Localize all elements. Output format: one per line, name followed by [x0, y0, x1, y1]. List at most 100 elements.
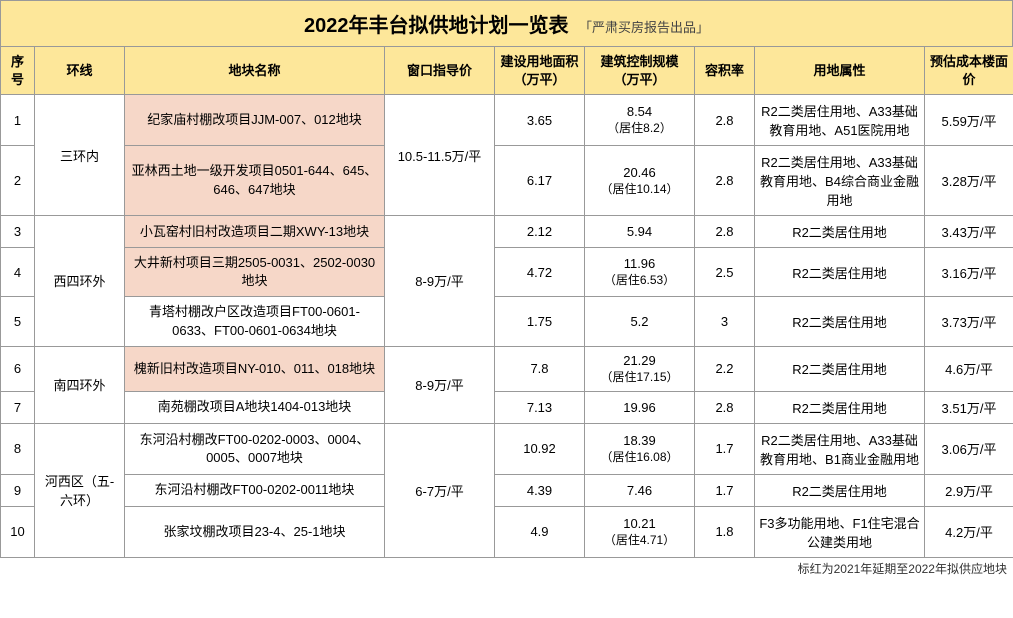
- table-row: 6南四环外槐新旧村改造项目NY-010、011、018地块8-9万/平7.821…: [1, 346, 1013, 391]
- cell-land-area: 7.13: [495, 391, 585, 423]
- cell-plot-name: 纪家庙村棚改项目JJM-007、012地块: [125, 95, 385, 146]
- cell-cost: 3.51万/平: [925, 391, 1013, 423]
- cell-plot-name: 槐新旧村改造项目NY-010、011、018地块: [125, 346, 385, 391]
- cell-far: 2.5: [695, 248, 755, 297]
- cell-building-scale: 18.39（居住16.08）: [585, 423, 695, 474]
- cell-ring: 南四环外: [35, 346, 125, 423]
- cell-guide-price: 8-9万/平: [385, 216, 495, 347]
- col-cost: 预估成本楼面价: [925, 47, 1013, 95]
- cell-land-area: 4.72: [495, 248, 585, 297]
- cell-land-area: 6.17: [495, 146, 585, 216]
- cell-idx: 2: [1, 146, 35, 216]
- table-body: 1三环内纪家庙村棚改项目JJM-007、012地块10.5-11.5万/平3.6…: [1, 95, 1013, 558]
- cell-building-scale: 20.46（居住10.14）: [585, 146, 695, 216]
- cell-idx: 7: [1, 391, 35, 423]
- cell-idx: 4: [1, 248, 35, 297]
- cell-cost: 5.59万/平: [925, 95, 1013, 146]
- cell-idx: 10: [1, 506, 35, 557]
- cell-idx: 5: [1, 297, 35, 346]
- cell-far: 2.8: [695, 95, 755, 146]
- cell-idx: 9: [1, 474, 35, 506]
- table-row: 3西四环外小瓦窑村旧村改造项目二期XWY-13地块8-9万/平2.125.942…: [1, 216, 1013, 248]
- cell-plot-name: 张家坟棚改项目23-4、25-1地块: [125, 506, 385, 557]
- cell-building-scale: 10.21（居住4.71）: [585, 506, 695, 557]
- cell-building-scale: 21.29（居住17.15）: [585, 346, 695, 391]
- cell-far: 1.8: [695, 506, 755, 557]
- cell-land-area: 1.75: [495, 297, 585, 346]
- table-title-bar: 2022年丰台拟供地计划一览表 「严肃买房报告出品」: [0, 0, 1013, 46]
- table-row: 7 南苑棚改项目A地块1404-013地块 7.1319.962.8R2二类居住用地…: [1, 391, 1013, 423]
- cell-plot-name: 小瓦窑村旧村改造项目二期XWY-13地块: [125, 216, 385, 248]
- cell-building-scale: 11.96（居住6.53）: [585, 248, 695, 297]
- cell-guide-price: 10.5-11.5万/平: [385, 95, 495, 216]
- cell-idx: 1: [1, 95, 35, 146]
- col-guide: 窗口指导价: [385, 47, 495, 95]
- cell-far: 2.8: [695, 216, 755, 248]
- col-land: 建设用地面积（万平）: [495, 47, 585, 95]
- cell-far: 2.2: [695, 346, 755, 391]
- cell-plot-name: 东河沿村棚改FT00-0202-0003、0004、0005、0007地块: [125, 423, 385, 474]
- cell-plot-name: 大井新村项目三期2505-0031、2502-0030地块: [125, 248, 385, 297]
- cell-land-area: 4.9: [495, 506, 585, 557]
- land-supply-table: 序号 环线 地块名称 窗口指导价 建设用地面积（万平） 建筑控制规模（万平） 容…: [0, 46, 1013, 558]
- cell-land-attr: R2二类居住用地: [755, 297, 925, 346]
- cell-land-attr: R2二类居住用地: [755, 391, 925, 423]
- table-footnote: 标红为2021年延期至2022年拟供应地块: [0, 558, 1013, 577]
- table-row: 9 东河沿村棚改FT00-0202-0011地块 4.397.461.7R2二类居住…: [1, 474, 1013, 506]
- table-row: 4 大井新村项目三期2505-0031、2502-0030地块 4.7211.96（…: [1, 248, 1013, 297]
- table-row: 5青塔村棚改户区改造项目FT00-0601-0633、FT00-0601-063…: [1, 297, 1013, 346]
- cell-building-scale: 7.46: [585, 474, 695, 506]
- cell-idx: 3: [1, 216, 35, 248]
- cell-land-attr: R2二类居住用地: [755, 248, 925, 297]
- table-row: 8河西区（五-六环）东河沿村棚改FT00-0202-0003、0004、0005…: [1, 423, 1013, 474]
- col-attr: 用地属性: [755, 47, 925, 95]
- cell-idx: 6: [1, 346, 35, 391]
- cell-land-area: 7.8: [495, 346, 585, 391]
- cell-building-scale: 8.54（居住8.2）: [585, 95, 695, 146]
- cell-cost: 2.9万/平: [925, 474, 1013, 506]
- cell-cost: 4.2万/平: [925, 506, 1013, 557]
- cell-land-area: 10.92: [495, 423, 585, 474]
- cell-land-attr: F3多功能用地、F1住宅混合公建类用地: [755, 506, 925, 557]
- cell-guide-price: 6-7万/平: [385, 423, 495, 557]
- table-title: 2022年丰台拟供地计划一览表: [304, 15, 569, 37]
- table-header-row: 序号 环线 地块名称 窗口指导价 建设用地面积（万平） 建筑控制规模（万平） 容…: [1, 47, 1013, 95]
- cell-cost: 3.73万/平: [925, 297, 1013, 346]
- col-far: 容积率: [695, 47, 755, 95]
- col-ring: 环线: [35, 47, 125, 95]
- cell-land-attr: R2二类居住用地: [755, 346, 925, 391]
- cell-ring: 三环内: [35, 95, 125, 216]
- cell-land-attr: R2二类居住用地: [755, 216, 925, 248]
- cell-building-scale: 5.2: [585, 297, 695, 346]
- cell-land-attr: R2二类居住用地、A33基础教育用地、B4综合商业金融用地: [755, 146, 925, 216]
- table-subtitle: 「严肃买房报告出品」: [579, 20, 709, 35]
- cell-building-scale: 5.94: [585, 216, 695, 248]
- cell-building-scale: 19.96: [585, 391, 695, 423]
- cell-ring: 西四环外: [35, 216, 125, 347]
- cell-land-attr: R2二类居住用地: [755, 474, 925, 506]
- cell-far: 3: [695, 297, 755, 346]
- cell-cost: 3.28万/平: [925, 146, 1013, 216]
- col-ctrl: 建筑控制规模（万平）: [585, 47, 695, 95]
- cell-ring: 河西区（五-六环）: [35, 423, 125, 557]
- cell-cost: 3.43万/平: [925, 216, 1013, 248]
- cell-idx: 8: [1, 423, 35, 474]
- col-name: 地块名称: [125, 47, 385, 95]
- cell-guide-price: 8-9万/平: [385, 346, 495, 423]
- cell-far: 1.7: [695, 474, 755, 506]
- cell-far: 2.8: [695, 146, 755, 216]
- cell-land-area: 4.39: [495, 474, 585, 506]
- cell-land-attr: R2二类居住用地、A33基础教育用地、B1商业金融用地: [755, 423, 925, 474]
- cell-far: 2.8: [695, 391, 755, 423]
- cell-cost: 3.16万/平: [925, 248, 1013, 297]
- table-row: 2 亚林西土地一级开发项目0501-644、645、646、647地块 6.1720…: [1, 146, 1013, 216]
- cell-plot-name: 东河沿村棚改FT00-0202-0011地块: [125, 474, 385, 506]
- cell-plot-name: 亚林西土地一级开发项目0501-644、645、646、647地块: [125, 146, 385, 216]
- cell-plot-name: 南苑棚改项目A地块1404-013地块: [125, 391, 385, 423]
- cell-cost: 4.6万/平: [925, 346, 1013, 391]
- cell-far: 1.7: [695, 423, 755, 474]
- col-idx: 序号: [1, 47, 35, 95]
- cell-land-area: 3.65: [495, 95, 585, 146]
- table-row: 10 张家坟棚改项目23-4、25-1地块 4.910.21（居住4.71）1.8F…: [1, 506, 1013, 557]
- cell-cost: 3.06万/平: [925, 423, 1013, 474]
